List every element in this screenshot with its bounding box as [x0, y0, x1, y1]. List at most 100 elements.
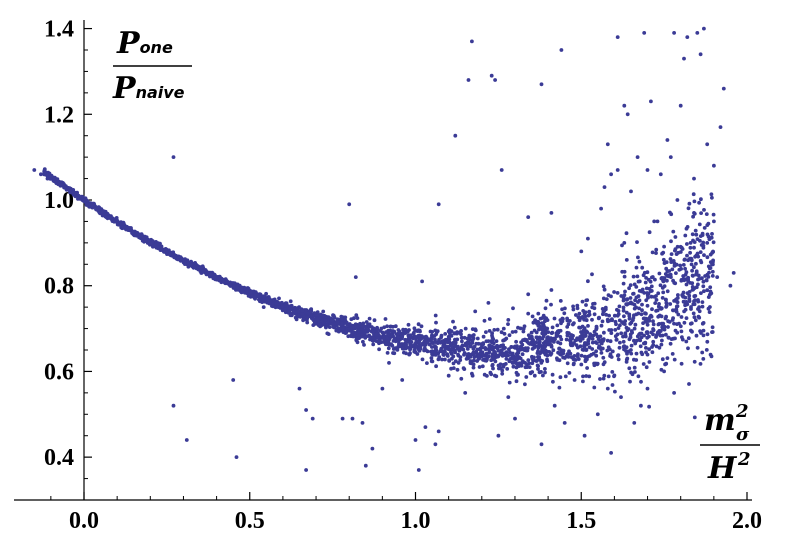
data-point	[682, 258, 687, 262]
data-point	[336, 317, 341, 322]
data-point	[545, 318, 550, 322]
data-point	[688, 321, 693, 326]
data-point	[429, 336, 434, 341]
data-point	[650, 275, 655, 279]
data-point	[646, 277, 651, 282]
data-point	[358, 321, 362, 326]
data-point	[684, 339, 689, 344]
data-point	[400, 346, 405, 351]
data-point	[555, 323, 560, 328]
data-point	[172, 255, 177, 259]
data-point	[492, 357, 496, 362]
data-point	[691, 287, 695, 292]
data-point	[444, 340, 449, 344]
data-point	[662, 261, 667, 265]
data-point	[657, 302, 661, 306]
data-point	[584, 347, 589, 352]
data-point	[355, 316, 360, 320]
data-point	[476, 356, 481, 361]
data-point	[666, 335, 671, 340]
data-point	[526, 215, 531, 220]
data-point	[221, 279, 226, 283]
data-point	[225, 279, 230, 284]
data-point	[687, 201, 692, 206]
data-point	[500, 353, 505, 358]
data-point	[692, 299, 696, 304]
data-point	[508, 357, 513, 361]
data-point	[679, 329, 684, 334]
data-point	[694, 261, 698, 266]
data-point	[561, 355, 565, 360]
data-point	[414, 339, 419, 343]
data-point	[305, 315, 310, 320]
data-point	[571, 307, 576, 312]
data-point	[418, 337, 423, 341]
data-point	[710, 251, 714, 255]
data-point	[692, 265, 696, 270]
data-point	[338, 327, 342, 332]
data-point	[610, 349, 615, 354]
data-point	[613, 334, 618, 339]
data-point	[552, 337, 557, 342]
data-point	[622, 347, 626, 352]
data-point	[261, 297, 265, 302]
data-point	[575, 303, 580, 308]
data-point	[543, 370, 547, 375]
x-tick-label: 0.5	[235, 508, 265, 534]
data-point	[446, 373, 451, 378]
data-point	[304, 308, 309, 312]
data-point	[350, 416, 355, 421]
data-point	[628, 335, 633, 340]
data-point	[276, 305, 281, 309]
data-point	[534, 330, 539, 335]
data-point	[606, 374, 611, 379]
data-point	[602, 373, 607, 378]
data-point	[524, 375, 529, 379]
data-point	[58, 183, 63, 188]
data-point	[592, 363, 597, 368]
data-point	[517, 364, 521, 368]
data-point	[675, 304, 680, 309]
data-point	[418, 346, 423, 351]
data-point	[645, 322, 650, 327]
data-point	[660, 296, 665, 300]
tick-marks	[50, 27, 748, 500]
data-point	[586, 324, 590, 328]
data-point	[643, 341, 647, 346]
data-point	[459, 335, 464, 340]
data-point	[419, 324, 424, 329]
data-point	[701, 357, 706, 361]
data-point	[658, 283, 663, 288]
x-tick-label: 0.0	[69, 508, 99, 534]
data-point	[674, 297, 678, 302]
data-point	[695, 251, 700, 256]
data-point	[627, 314, 632, 318]
data-point	[709, 354, 714, 359]
data-point	[391, 324, 395, 329]
data-point	[711, 212, 716, 217]
data-point	[702, 226, 707, 230]
data-point	[641, 362, 646, 366]
data-point	[481, 334, 486, 339]
data-point	[622, 322, 627, 326]
data-point	[370, 446, 375, 451]
data-point	[667, 273, 672, 278]
data-point	[492, 351, 497, 356]
data-point	[671, 336, 676, 341]
data-point	[637, 259, 642, 264]
data-point	[712, 219, 716, 224]
data-point	[624, 325, 629, 330]
data-point	[692, 199, 697, 204]
data-point	[654, 298, 659, 302]
data-point	[675, 198, 680, 202]
data-point	[629, 320, 634, 325]
data-point	[631, 291, 636, 296]
data-point	[108, 215, 112, 220]
data-point	[654, 251, 658, 256]
data-point	[661, 321, 666, 326]
data-point	[702, 26, 706, 31]
data-point	[512, 360, 517, 365]
data-point	[347, 202, 352, 207]
data-point	[607, 328, 612, 332]
data-point	[618, 323, 622, 328]
